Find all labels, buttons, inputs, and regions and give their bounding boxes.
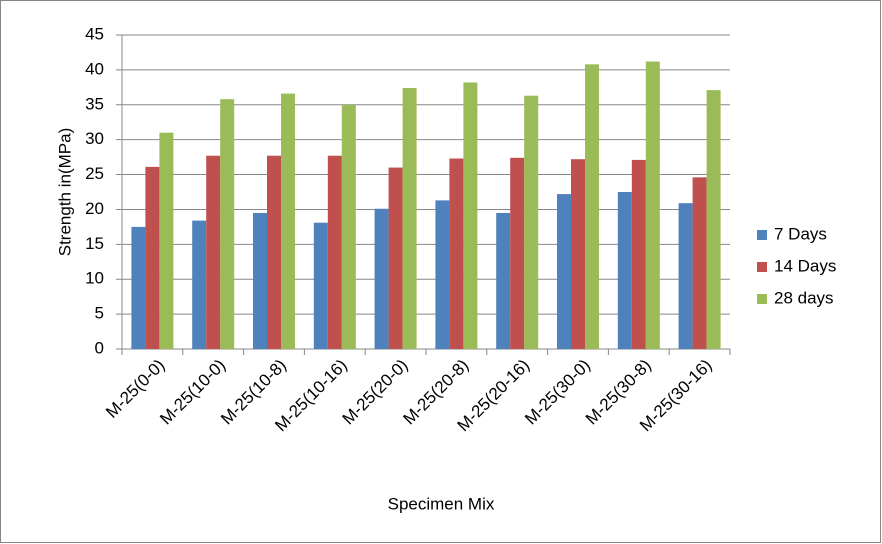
- legend-label: 28 days: [774, 288, 834, 307]
- y-tick-label: 35: [85, 94, 104, 113]
- bar: [206, 155, 221, 349]
- bar: [631, 159, 646, 349]
- bar: [159, 132, 174, 349]
- bar: [496, 212, 511, 349]
- legend-label: 7 Days: [774, 224, 827, 243]
- bar: [341, 104, 356, 350]
- y-tick-label: 5: [95, 304, 104, 323]
- y-tick-label: 30: [85, 129, 104, 148]
- bar: [706, 90, 721, 349]
- bar: [557, 194, 571, 349]
- y-tick-label: 45: [85, 24, 104, 43]
- bar: [281, 93, 295, 349]
- bar: [253, 212, 267, 349]
- y-tick-label: 15: [85, 234, 104, 253]
- bar: [692, 177, 707, 349]
- x-axis-title: Specimen Mix: [388, 494, 495, 513]
- y-tick-label: 10: [85, 269, 104, 288]
- bar: [313, 222, 328, 349]
- bar: [645, 61, 660, 349]
- legend-swatch: [757, 262, 767, 272]
- bar: [510, 157, 525, 349]
- bar: [449, 158, 464, 349]
- bar: [571, 159, 585, 349]
- bar: [678, 203, 693, 349]
- bar: [145, 166, 160, 349]
- y-tick-label: 0: [95, 338, 104, 357]
- bar: [524, 95, 539, 349]
- legend-label: 14 Days: [774, 256, 836, 275]
- bar: [327, 155, 342, 349]
- bar: [435, 200, 450, 349]
- bar: [267, 155, 281, 349]
- bar: [220, 99, 235, 349]
- bar: [388, 167, 403, 349]
- y-tick-label: 25: [85, 164, 104, 183]
- bar: [374, 208, 389, 349]
- y-tick-label: 40: [85, 59, 104, 78]
- bar: [402, 88, 417, 349]
- bar: [131, 226, 146, 349]
- legend-swatch: [757, 294, 767, 304]
- bar: [463, 82, 478, 350]
- bar: [585, 64, 599, 349]
- bar: [617, 192, 632, 349]
- bar: [192, 220, 207, 349]
- y-axis-title: Strength in(MPa): [55, 128, 74, 257]
- y-tick-label: 20: [85, 199, 104, 218]
- legend-swatch: [757, 230, 767, 240]
